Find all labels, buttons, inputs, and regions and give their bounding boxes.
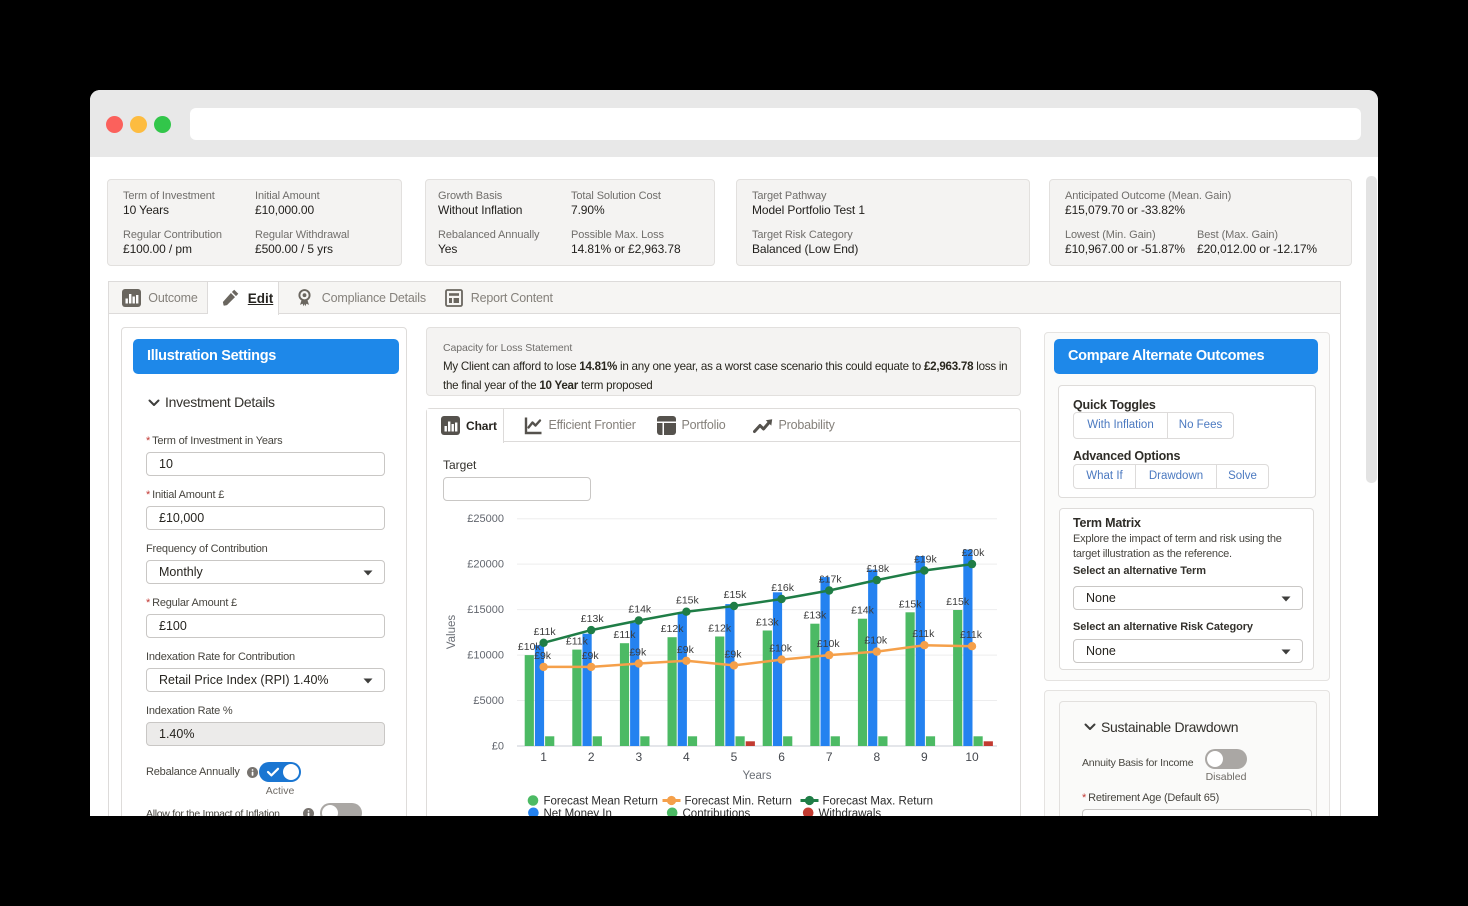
svg-text:£13k: £13k [581,613,605,625]
svg-text:£10k: £10k [518,641,542,653]
svg-text:£5000: £5000 [473,695,504,707]
svg-text:£11k: £11k [960,629,983,641]
svg-text:£15000: £15000 [467,604,504,616]
svg-text:£10k: £10k [817,638,841,650]
svg-text:£15k: £15k [724,589,748,601]
svg-text:9: 9 [921,750,928,764]
svg-text:4: 4 [683,750,690,764]
svg-text:£17k: £17k [819,574,843,586]
svg-text:5: 5 [731,750,738,764]
svg-text:£15k: £15k [676,595,700,607]
svg-text:£12k: £12k [661,623,685,635]
svg-text:£9k: £9k [582,650,600,662]
svg-text:£9k: £9k [629,647,647,659]
svg-text:£15k: £15k [946,596,970,608]
svg-text:Withdrawals: Withdrawals [819,808,882,816]
svg-text:Years: Years [743,770,772,782]
svg-text:8: 8 [873,750,880,764]
svg-text:£13k: £13k [756,617,780,629]
svg-text:£11k: £11k [614,629,637,641]
svg-text:£9k: £9k [534,650,552,662]
svg-text:£11k: £11k [566,636,589,648]
svg-text:Net Money In: Net Money In [544,808,612,816]
svg-text:Forecast Max. Return: Forecast Max. Return [823,796,934,808]
svg-text:£11k: £11k [534,626,557,638]
svg-text:£12k: £12k [708,623,732,635]
svg-text:3: 3 [635,750,642,764]
svg-text:6: 6 [778,750,785,764]
svg-text:£9k: £9k [677,644,695,656]
svg-text:£15k: £15k [899,598,923,610]
svg-text:£20k: £20k [962,547,986,559]
svg-text:£25000: £25000 [467,513,504,525]
svg-text:£18k: £18k [866,563,890,575]
svg-text:1: 1 [540,750,547,764]
svg-text:£10k: £10k [769,643,793,655]
svg-text:10: 10 [965,750,979,764]
svg-text:Contributions: Contributions [683,808,751,816]
svg-text:2: 2 [588,750,595,764]
svg-text:£14k: £14k [628,604,652,616]
svg-text:7: 7 [826,750,833,764]
svg-text:Forecast Mean Return: Forecast Mean Return [544,796,658,808]
svg-text:£9k: £9k [725,648,743,660]
svg-text:Values: Values [446,615,458,650]
svg-text:£14k: £14k [851,605,875,617]
svg-text:£19k: £19k [914,554,938,566]
svg-text:£20000: £20000 [467,559,504,571]
svg-text:£0: £0 [492,741,504,753]
svg-text:Forecast Min. Return: Forecast Min. Return [685,796,792,808]
svg-text:£16k: £16k [771,582,795,594]
svg-text:£10k: £10k [864,635,888,647]
svg-text:£10000: £10000 [467,650,504,662]
svg-text:£11k: £11k [912,628,935,640]
svg-text:£13k: £13k [804,610,828,622]
